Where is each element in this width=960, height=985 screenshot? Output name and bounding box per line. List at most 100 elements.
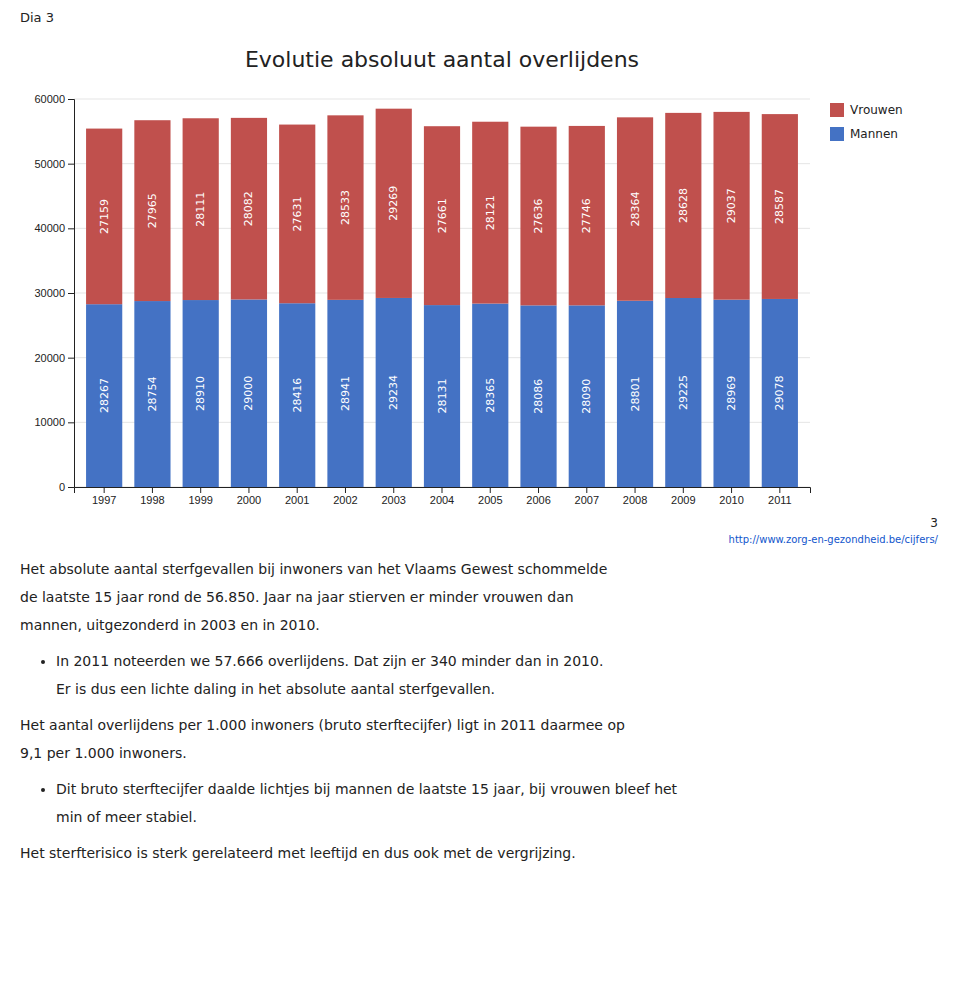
tick-mark xyxy=(68,164,74,165)
series-bars xyxy=(86,298,798,487)
tick-mark xyxy=(442,487,443,493)
body-line: In 2011 noteerden we 57.666 overlijdens.… xyxy=(56,647,940,675)
tick-label: 2008 xyxy=(623,494,647,506)
tick: 10000 xyxy=(34,416,74,428)
legend-swatch xyxy=(830,127,844,141)
series-bars xyxy=(86,109,798,306)
bar xyxy=(424,126,460,305)
bar xyxy=(279,303,315,487)
bar xyxy=(569,126,605,305)
tick-label: 2007 xyxy=(575,494,599,506)
tick-label: 2003 xyxy=(381,494,405,506)
tick: 2007 xyxy=(575,487,599,506)
bar xyxy=(327,300,363,487)
tick: 30000 xyxy=(34,287,74,299)
bar xyxy=(424,305,460,487)
data-label: 29078 xyxy=(773,375,786,410)
body-line: min of meer stabiel. xyxy=(56,803,940,831)
tick: 1997 xyxy=(92,487,116,506)
data-label: 28969 xyxy=(725,376,738,411)
bar xyxy=(665,298,701,487)
body-paragraph: Het absolute aantal sterfgevallen bij in… xyxy=(20,555,940,639)
data-label: 28365 xyxy=(484,378,497,413)
tick-mark xyxy=(68,99,74,100)
bar xyxy=(713,300,749,487)
tick-label: 2004 xyxy=(430,494,454,506)
data-label: 28082 xyxy=(242,191,255,226)
tick-mark xyxy=(731,487,732,493)
tick-mark xyxy=(68,358,74,359)
tick-label: 50000 xyxy=(34,158,65,170)
data-label: 28533 xyxy=(339,190,352,225)
data-label: 27636 xyxy=(532,199,545,234)
tick-mark xyxy=(248,487,249,493)
bullet-item: Dit bruto sterftecijfer daalde lichtjes … xyxy=(56,775,940,831)
chart: Evolutie absoluut aantal overlijdens 2826… xyxy=(10,29,950,549)
tick: 2005 xyxy=(478,487,502,506)
tick: 1998 xyxy=(140,487,164,506)
tick-mark xyxy=(297,487,298,493)
body-line: de laatste 15 jaar rond de 56.850. Jaar … xyxy=(20,583,940,611)
tick: 2008 xyxy=(623,487,647,506)
bar xyxy=(376,298,412,487)
body-line: Het aantal overlijdens per 1.000 inwoner… xyxy=(20,711,940,739)
tick-label: 0 xyxy=(59,481,65,493)
data-labels: 2826728754289102900028416289412923428131… xyxy=(98,186,787,414)
body-paragraph: Het aantal overlijdens per 1.000 inwoner… xyxy=(20,711,940,767)
legend-item: Mannen xyxy=(830,127,898,141)
title: Evolutie absoluut aantal overlijdens xyxy=(245,47,639,72)
tick-mark xyxy=(779,487,780,493)
data-label: 29037 xyxy=(725,188,738,223)
data-label: 29269 xyxy=(387,186,400,221)
tick: 2009 xyxy=(671,487,695,506)
bar xyxy=(134,120,170,301)
bar xyxy=(520,305,556,487)
tick-mark xyxy=(683,487,684,493)
tick-mark xyxy=(200,487,201,493)
legend-swatch xyxy=(830,103,844,117)
data-label: 28121 xyxy=(484,195,497,230)
axis-line xyxy=(75,488,811,494)
bullet-list: Dit bruto sterftecijfer daalde lichtjes … xyxy=(20,775,940,831)
data-label: 28111 xyxy=(194,192,207,227)
tick: 2011 xyxy=(768,487,792,506)
y-axis: 0100002000030000400005000060000 xyxy=(34,93,74,493)
bar xyxy=(279,125,315,304)
bar xyxy=(713,112,749,300)
data-label: 29000 xyxy=(242,376,255,411)
tick: 20000 xyxy=(34,352,74,364)
bar xyxy=(327,115,363,300)
body-paragraph: Het sterfterisico is sterk gerelateerd m… xyxy=(20,839,940,867)
body-line: mannen, uitgezonderd in 2003 en in 2010. xyxy=(20,611,940,639)
bar xyxy=(86,129,122,305)
tick-label: 1997 xyxy=(92,494,116,506)
tick-mark xyxy=(635,487,636,493)
tick-mark xyxy=(586,487,587,493)
data-label: 29225 xyxy=(677,375,690,410)
grid xyxy=(74,99,810,487)
body-line: Er is dus een lichte daling in het absol… xyxy=(56,675,940,703)
footer-number: 3 xyxy=(930,516,938,530)
tick-label: 2001 xyxy=(285,494,309,506)
tick-mark xyxy=(490,487,491,493)
tick-label: 2002 xyxy=(333,494,357,506)
legend: VrouwenMannen xyxy=(830,103,903,141)
tick-label: 2006 xyxy=(526,494,550,506)
bar xyxy=(231,299,267,487)
tick-mark xyxy=(68,293,74,294)
tick-label: 2005 xyxy=(478,494,502,506)
data-label: 28941 xyxy=(339,376,352,411)
tick: 2010 xyxy=(719,487,743,506)
bar xyxy=(665,113,701,298)
legend-label: Mannen xyxy=(850,127,898,141)
tick-mark xyxy=(68,228,74,229)
tick-mark xyxy=(152,487,153,493)
tick-mark xyxy=(68,487,74,488)
body-line: Het absolute aantal sterfgevallen bij in… xyxy=(20,555,940,583)
plot: 2826728754289102900028416289412923428131… xyxy=(34,93,810,506)
tick-label: 30000 xyxy=(34,287,65,299)
tick-mark xyxy=(393,487,394,493)
data-label: 28754 xyxy=(146,377,159,412)
slide-label: Dia 3 xyxy=(0,0,960,29)
tick-label: 2009 xyxy=(671,494,695,506)
